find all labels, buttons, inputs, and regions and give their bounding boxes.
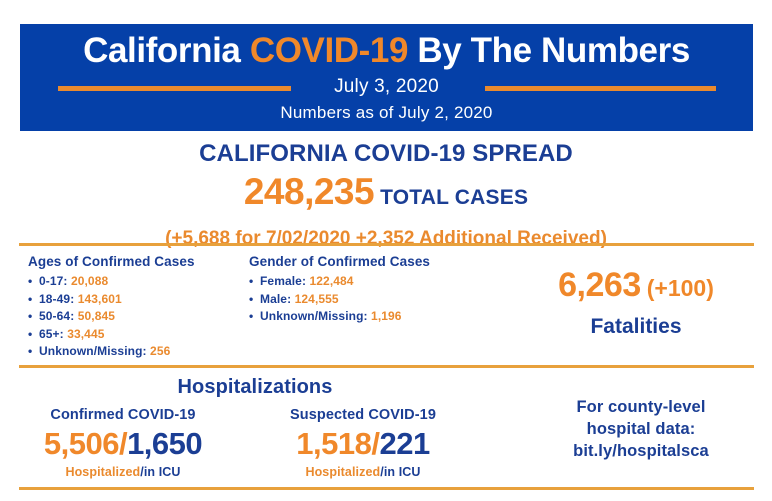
ages-value-3: 33,445	[67, 326, 105, 341]
ages-heading: Ages of Confirmed Cases	[28, 254, 195, 269]
county-line-1: For county-level	[576, 398, 706, 416]
confirmed-icu-number: 1,650	[127, 426, 203, 461]
divider-bottom	[19, 487, 754, 490]
hospitalizations-columns: Confirmed COVID-19 5,506/1,650 Hospitali…	[0, 405, 510, 485]
page-title: California COVID-19 By The Numbers	[20, 24, 753, 73]
gender-label-2: Unknown/Missing:	[260, 309, 368, 323]
list-item: Male: 124,555	[249, 291, 499, 309]
ages-label-3: 65+:	[39, 326, 64, 341]
ages-label-0: 0-17:	[39, 274, 68, 288]
total-cases-label: TOTAL CASES	[380, 186, 529, 209]
header-rule-right-decoration	[485, 86, 716, 91]
list-item: 18-49: 143,601	[28, 291, 248, 309]
gender-label-1: Male:	[260, 291, 292, 306]
header-date-row: July 3, 2020	[20, 73, 753, 101]
ages-value-1: 143,601	[77, 291, 122, 306]
suspected-subtitle: Suspected COVID-19	[289, 407, 437, 423]
suspected-hospitalized-number: 1,518	[296, 426, 372, 461]
confirmed-hospitalized-number: 5,506	[43, 426, 120, 461]
total-cases-row: 248,235 TOTAL CASES	[0, 172, 772, 220]
suspected-caption-separator: /	[380, 465, 384, 479]
confirmed-number-separator: /	[118, 426, 128, 461]
suspected-number-separator: /	[371, 426, 380, 461]
ages-value-0: 20,088	[70, 274, 109, 288]
gender-value-2: 1,196	[371, 309, 402, 323]
report-date: July 3, 2020	[334, 76, 439, 97]
fatalities-row: 6,263 (+100)	[500, 265, 772, 312]
header-as-of-date: Numbers as of July 2, 2020	[280, 103, 493, 122]
spread-title: CALIFORNIA COVID-19 SPREAD	[199, 140, 573, 167]
gender-heading: Gender of Confirmed Cases	[249, 254, 431, 269]
title-covid: COVID-19	[249, 31, 409, 70]
title-part-2: By The Numbers	[408, 31, 690, 70]
county-link[interactable]: bit.ly/hospitalsca	[573, 442, 709, 460]
list-item: Unknown/Missing: 256	[28, 343, 248, 361]
total-cases-number: 248,235	[243, 171, 375, 212]
confirmed-caption: Hospitalized/in ICU	[8, 463, 238, 481]
confirmed-numbers: 5,506/1,650	[8, 425, 238, 463]
ages-value-2: 50,845	[77, 309, 116, 323]
suspected-caption-hospitalized: Hospitalized	[305, 465, 381, 479]
header-rule-left-decoration	[58, 86, 291, 91]
divider-top	[19, 243, 754, 246]
gender-block: Gender of Confirmed Cases Female: 122,48…	[249, 252, 499, 326]
fatalities-number: 6,263	[558, 266, 641, 304]
confirmed-caption-icu: in ICU	[143, 465, 181, 479]
list-item: Female: 122,484	[249, 273, 499, 291]
total-cases-delta: (+5,688 for 7/02/2020 +2,352 Additional …	[165, 228, 607, 249]
hospitalizations-title: Hospitalizations	[177, 376, 333, 398]
gender-label-0: Female:	[260, 274, 307, 288]
suspected-caption-icu: in ICU	[383, 465, 421, 479]
ages-value-4: 256	[150, 344, 171, 358]
list-item: 50-64: 50,845	[28, 308, 248, 326]
ages-label-1: 18-49:	[39, 291, 75, 306]
county-data-block: For county-level hospital data: bit.ly/h…	[512, 396, 770, 462]
gender-value-0: 122,484	[309, 274, 354, 288]
list-item: 0-17: 20,088	[28, 273, 248, 291]
ages-block: Ages of Confirmed Cases 0-17: 20,088 18-…	[28, 252, 248, 361]
suspected-caption: Hospitalized/in ICU	[248, 463, 478, 481]
hospitalizations-section: Hospitalizations Confirmed COVID-19 5,50…	[0, 374, 510, 485]
header-banner: California COVID-19 By The Numbers July …	[20, 24, 753, 131]
divider-middle	[19, 365, 754, 368]
list-item: 65+: 33,445	[28, 326, 248, 344]
stats-band: Ages of Confirmed Cases 0-17: 20,088 18-…	[0, 252, 772, 362]
confirmed-subtitle: Confirmed COVID-19	[50, 407, 196, 423]
confirmed-caption-separator: /	[140, 465, 144, 479]
list-item: Unknown/Missing: 1,196	[249, 308, 499, 326]
ages-label-2: 50-64:	[39, 309, 75, 323]
spread-section: CALIFORNIA COVID-19 SPREAD 248,235 TOTAL …	[0, 139, 772, 252]
fatalities-delta: (+100)	[646, 275, 714, 301]
fatalities-label: Fatalities	[590, 315, 682, 338]
fatalities-block: 6,263 (+100) Fatalities	[500, 265, 772, 340]
confirmed-caption-hospitalized: Hospitalized	[65, 465, 141, 479]
suspected-numbers: 1,518/221	[248, 425, 478, 463]
gender-value-1: 124,555	[294, 291, 339, 306]
ages-label-4: Unknown/Missing:	[39, 344, 147, 358]
title-part-1: California	[83, 31, 250, 70]
suspected-icu-number: 221	[379, 426, 430, 461]
gender-list: Female: 122,484 Male: 124,555 Unknown/Mi…	[249, 273, 499, 326]
ages-list: 0-17: 20,088 18-49: 143,601 50-64: 50,84…	[28, 273, 248, 361]
hospitalizations-suspected-block: Suspected COVID-19 1,518/221 Hospitalize…	[248, 405, 478, 481]
county-line-2: hospital data:	[586, 420, 696, 438]
hospitalizations-confirmed-block: Confirmed COVID-19 5,506/1,650 Hospitali…	[8, 405, 238, 481]
